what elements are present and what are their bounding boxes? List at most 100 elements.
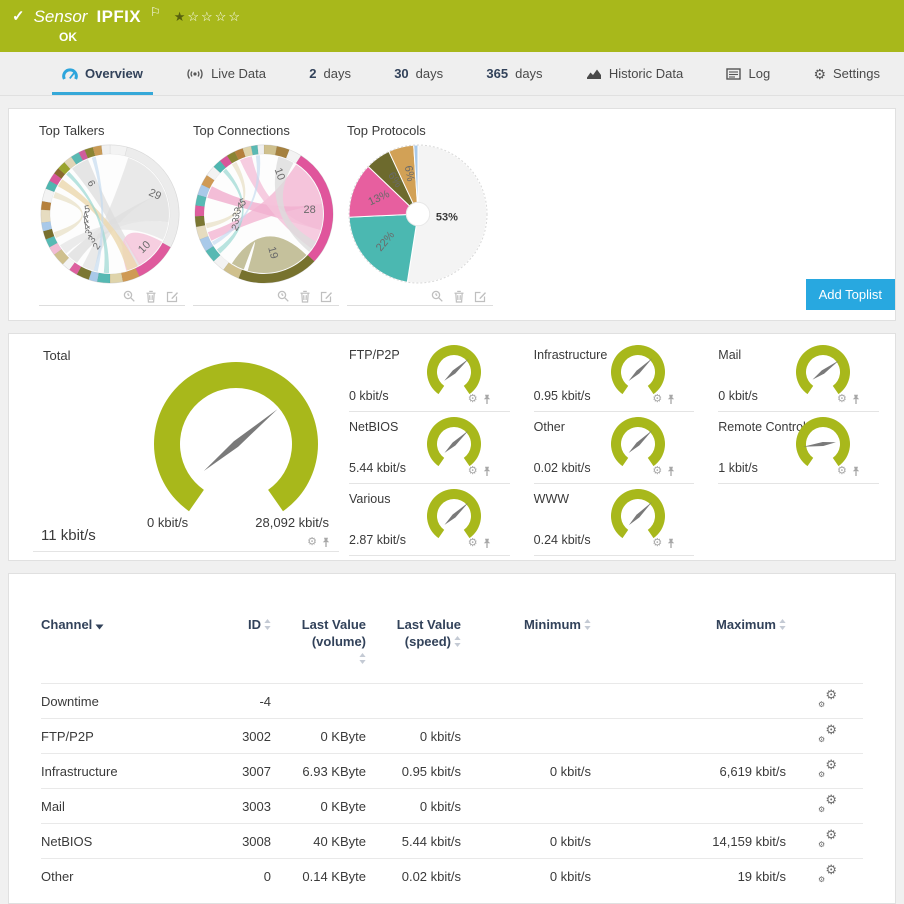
cell-minimum: 0 kbit/s (461, 824, 591, 859)
cell-last-value-volume: 0 KByte (271, 719, 366, 754)
tab-label: Settings (833, 66, 880, 81)
cell-minimum (461, 684, 591, 719)
star-empty-icon[interactable]: ☆ (215, 9, 229, 24)
gauge-channel-label: Other (534, 420, 565, 434)
gauge-channel-value: 0 kbit/s (349, 389, 389, 403)
column-header-last-value-volume[interactable]: Last Value(volume) (271, 604, 366, 684)
star-filled-icon[interactable]: ★ (174, 9, 188, 24)
edit-channel-icon[interactable]: ⚙⚙ (818, 797, 837, 812)
edit-toplist-icon[interactable] (166, 290, 179, 303)
star-empty-icon[interactable]: ☆ (201, 9, 215, 24)
svg-text:53%: 53% (436, 212, 458, 224)
pin-icon[interactable] (482, 394, 492, 405)
gear-icon[interactable]: ⚙ (652, 538, 662, 549)
status-badge[interactable]: OK (59, 30, 77, 44)
delete-toplist-icon[interactable] (145, 290, 157, 303)
cell-channel[interactable]: Downtime (41, 684, 211, 719)
tab-log[interactable]: Log (716, 52, 780, 95)
column-header-channel[interactable]: Channel (41, 604, 211, 684)
gauge-cell-infrastructure: Infrastructure 0.95 kbit/s ⚙ (526, 340, 711, 412)
gear-icon[interactable]: ⚙ (468, 538, 478, 549)
gear-icon[interactable]: ⚙ (837, 466, 847, 477)
gauge-channel-label: Infrastructure (534, 348, 608, 362)
gear-icon[interactable]: ⚙ (652, 466, 662, 477)
tab-label: days (416, 66, 443, 81)
log-icon (726, 68, 741, 80)
edit-channel-icon[interactable]: ⚙⚙ (818, 867, 837, 882)
gauge-channel-label: NetBIOS (349, 420, 398, 434)
edit-toplist-icon[interactable] (320, 290, 333, 303)
flag-icon[interactable]: ⚐ (150, 2, 161, 22)
column-header-minimum[interactable]: Minimum (461, 604, 591, 684)
edit-channel-icon[interactable]: ⚙⚙ (818, 832, 837, 847)
cell-minimum: 0 kbit/s (461, 859, 591, 894)
column-header-last-value-speed[interactable]: Last Value(speed) (366, 604, 461, 684)
cell-channel[interactable]: Infrastructure (41, 754, 211, 789)
cell-channel[interactable]: FTP/P2P (41, 719, 211, 754)
tab-overview[interactable]: Overview (52, 52, 153, 95)
add-toplist-button[interactable]: Add Toplist (806, 279, 895, 310)
cell-channel[interactable]: NetBIOS (41, 824, 211, 859)
svg-text:28: 28 (303, 204, 315, 216)
gear-icon[interactable]: ⚙ (468, 394, 478, 405)
top-protocols-chart[interactable]: 53%22%13%6%6% (347, 141, 489, 289)
pin-icon[interactable] (482, 538, 492, 549)
toplist-title[interactable]: Top Talkers (39, 123, 185, 138)
cell-channel[interactable]: Other (41, 859, 211, 894)
delete-toplist-icon[interactable] (299, 290, 311, 303)
toplist-title[interactable]: Top Protocols (347, 123, 493, 138)
gauge-channel-value: 1 kbit/s (718, 461, 758, 475)
pin-icon[interactable] (851, 394, 861, 405)
tab-historic-data[interactable]: Historic Data (576, 52, 693, 95)
historic-icon (586, 68, 602, 80)
tab-settings[interactable]: ⚙Settings (803, 52, 890, 95)
toplist-title[interactable]: Top Connections (193, 123, 339, 138)
column-header-actions (786, 604, 863, 684)
star-empty-icon[interactable]: ☆ (187, 9, 201, 24)
pin-icon[interactable] (666, 538, 676, 549)
edit-channel-icon[interactable]: ⚙⚙ (818, 762, 837, 777)
cell-last-value-volume (271, 684, 366, 719)
pin-icon[interactable] (666, 466, 676, 477)
gear-icon[interactable]: ⚙ (468, 466, 478, 477)
pin-icon[interactable] (851, 466, 861, 477)
tab-label: days (323, 66, 350, 81)
column-header-maximum[interactable]: Maximum (591, 604, 786, 684)
pin-icon[interactable] (666, 394, 676, 405)
zoom-toplist-icon[interactable] (277, 290, 290, 303)
tab-live-data[interactable]: Live Data (176, 52, 276, 95)
zoom-toplist-icon[interactable] (431, 290, 444, 303)
pin-icon[interactable] (321, 537, 331, 548)
pin-icon[interactable] (482, 466, 492, 477)
edit-toplist-icon[interactable] (474, 290, 487, 303)
gear-icon[interactable]: ⚙ (837, 394, 847, 405)
total-gauge-cell: Total 0 kbit/s 28,092 kbit/s 11 kbit/s ⚙ (9, 334, 341, 560)
edit-channel-icon[interactable]: ⚙⚙ (818, 692, 837, 707)
star-rating[interactable]: ★☆☆☆☆ (174, 7, 242, 27)
zoom-toplist-icon[interactable] (123, 290, 136, 303)
cell-last-value-volume: 0 KByte (271, 789, 366, 824)
gauge-channel-label: FTP/P2P (349, 348, 400, 362)
delete-toplist-icon[interactable] (453, 290, 465, 303)
column-header-id[interactable]: ID (211, 604, 271, 684)
edit-channel-icon[interactable]: ⚙⚙ (818, 727, 837, 742)
star-empty-icon[interactable]: ☆ (228, 9, 242, 24)
tab-label: days (515, 66, 542, 81)
gear-icon[interactable]: ⚙ (307, 537, 317, 548)
cell-channel[interactable]: Mail (41, 789, 211, 824)
gear-icon[interactable]: ⚙ (652, 394, 662, 405)
